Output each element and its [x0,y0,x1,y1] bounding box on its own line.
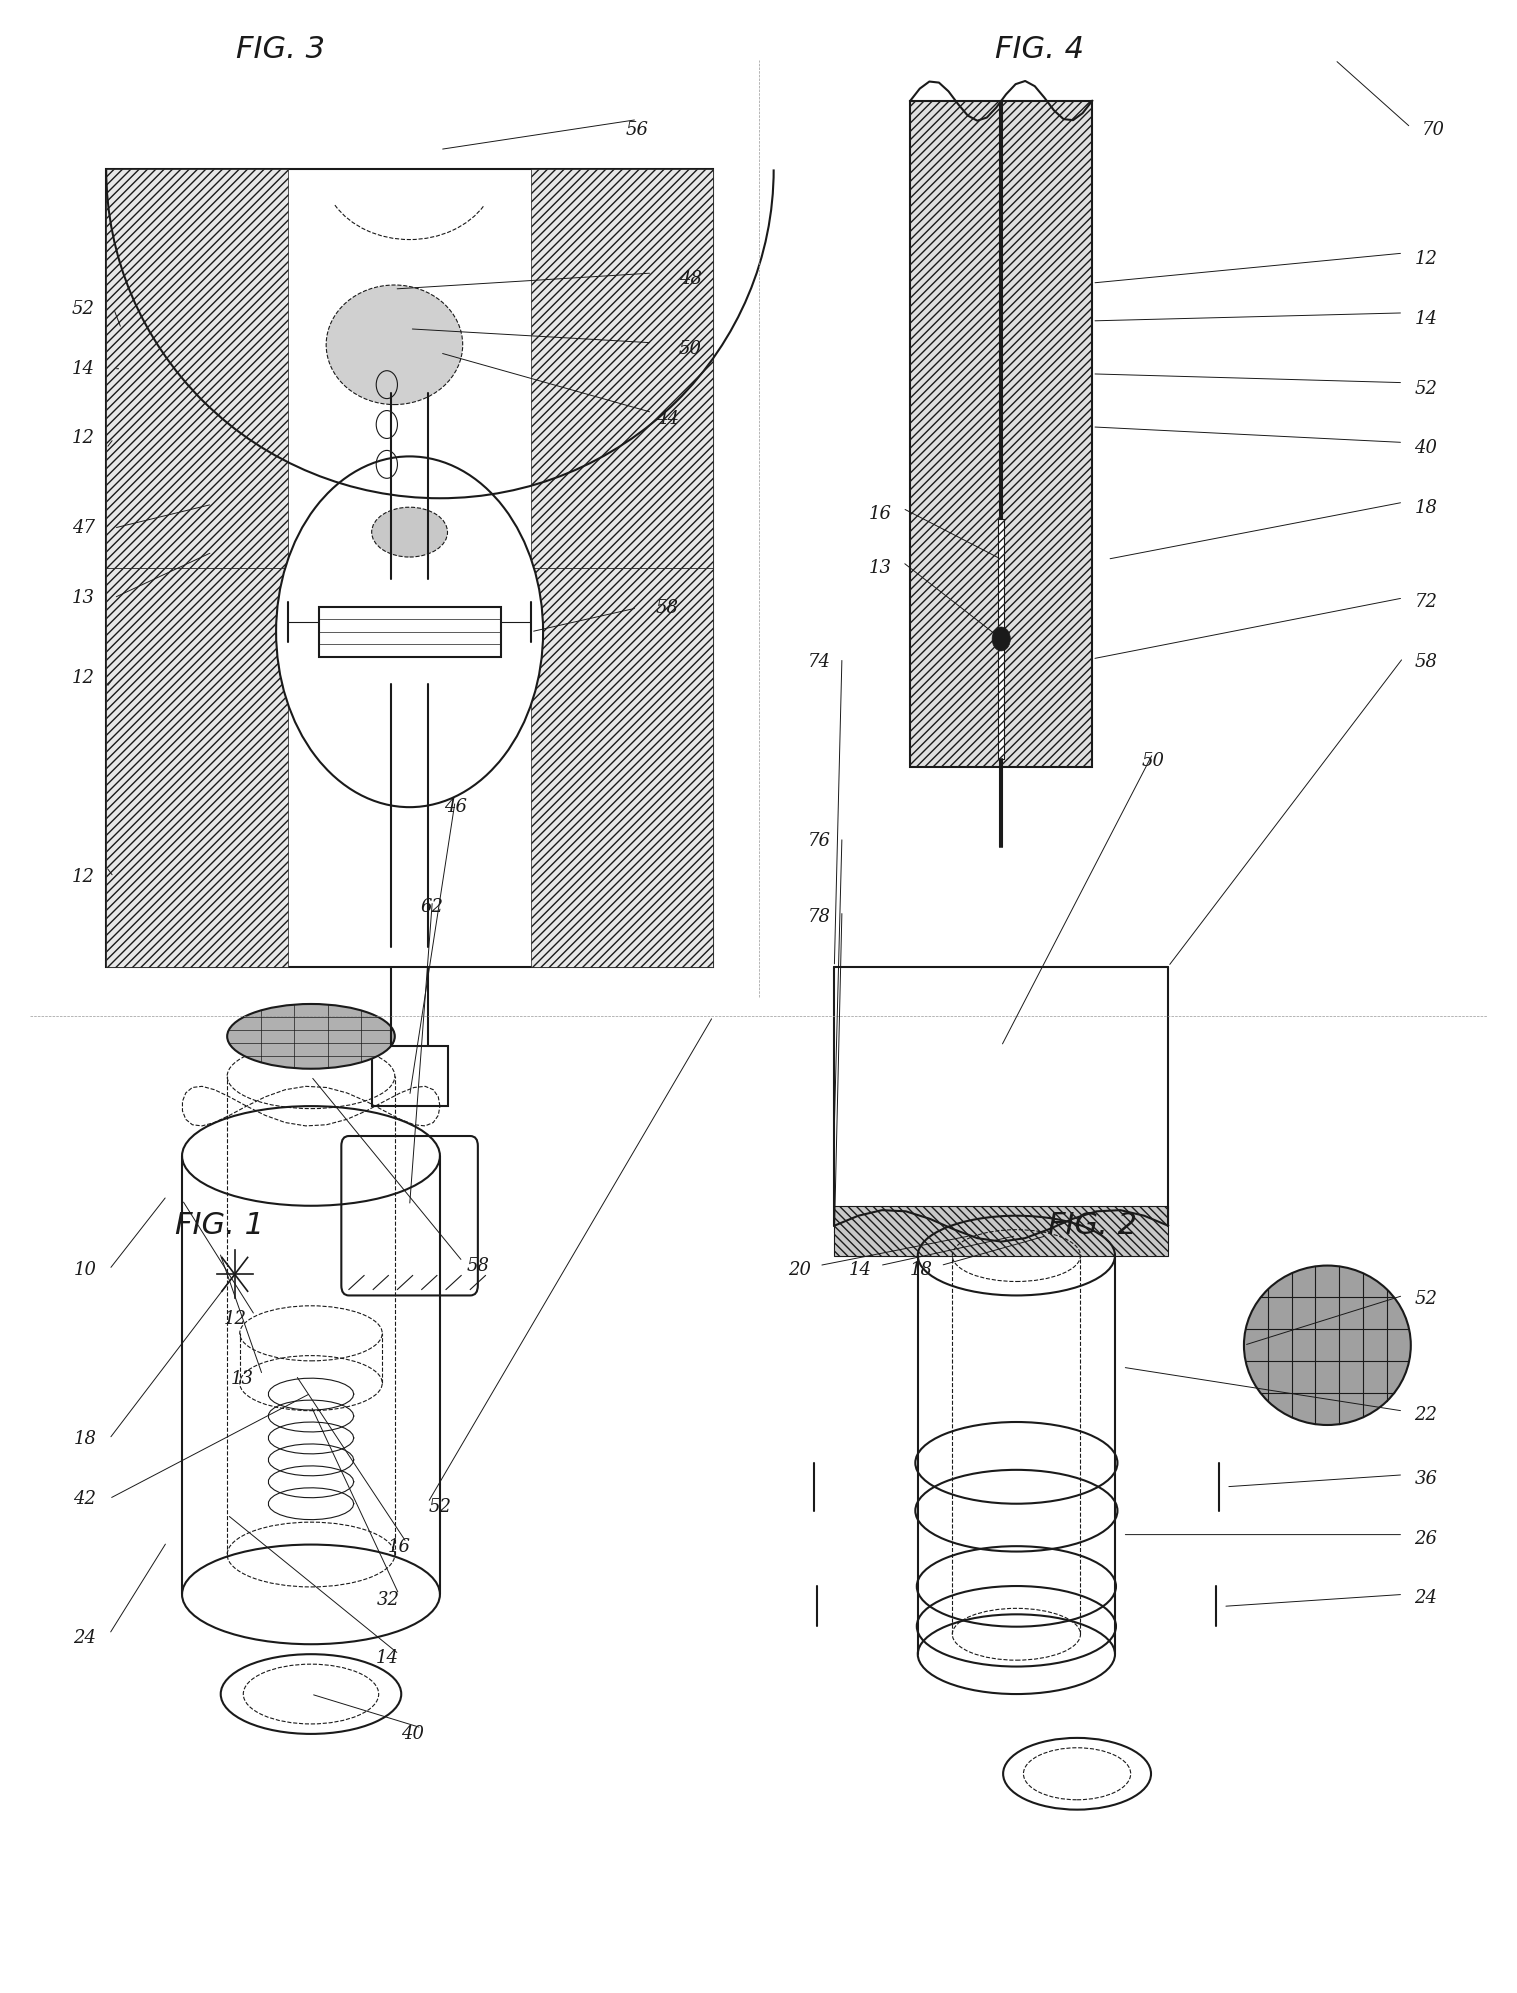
Bar [106,169,288,568]
Text: 14: 14 [71,359,96,379]
Text: 16: 16 [868,504,892,524]
Text: 18: 18 [1414,498,1438,518]
Text: 52: 52 [1414,379,1438,399]
Text: 14: 14 [375,1648,399,1668]
Text: 52: 52 [1414,1289,1438,1309]
Text: 47: 47 [71,518,96,538]
Text: 50: 50 [678,339,702,359]
Text: 70: 70 [1421,120,1446,140]
Bar [319,606,501,658]
Text: 36: 36 [1414,1469,1438,1489]
Bar [531,568,713,967]
Bar [106,169,713,967]
Text: FIG. 3: FIG. 3 [237,36,325,64]
Bar [1001,102,1092,767]
Text: FIG. 4: FIG. 4 [995,36,1083,64]
Text: 13: 13 [868,558,892,578]
Text: 20: 20 [787,1260,812,1280]
Ellipse shape [1244,1266,1411,1425]
Text: 58: 58 [466,1256,490,1276]
Text: 13: 13 [231,1369,255,1389]
Text: 12: 12 [71,668,96,688]
Text: 18: 18 [73,1429,97,1449]
Ellipse shape [372,508,448,556]
Text: 40: 40 [1414,438,1438,458]
Text: 42: 42 [73,1489,97,1509]
Text: 52: 52 [71,299,96,319]
Text: 12: 12 [1414,249,1438,269]
Text: 48: 48 [678,269,702,289]
Circle shape [276,456,543,807]
Text: 18: 18 [909,1260,933,1280]
Ellipse shape [326,285,463,405]
Bar [998,520,1004,759]
Text: 14: 14 [848,1260,872,1280]
Text: 74: 74 [807,652,831,672]
Bar [998,520,1004,759]
FancyBboxPatch shape [341,1136,478,1295]
Text: 58: 58 [655,598,680,618]
Bar [106,568,288,967]
Text: 56: 56 [625,120,649,140]
Text: 52: 52 [428,1497,452,1517]
Ellipse shape [918,1614,1115,1694]
Text: 46: 46 [443,797,467,817]
Text: 24: 24 [73,1628,97,1648]
Text: 12: 12 [71,428,96,448]
Text: 40: 40 [400,1724,425,1744]
Text: 24: 24 [1414,1588,1438,1608]
Text: 44: 44 [655,409,680,428]
Text: 78: 78 [807,907,831,927]
Text: FIG. 1: FIG. 1 [176,1212,264,1240]
Ellipse shape [228,1004,394,1068]
Text: 50: 50 [1141,751,1165,771]
Text: 72: 72 [1414,592,1438,612]
Ellipse shape [182,1545,440,1644]
Text: 14: 14 [1414,309,1438,329]
Bar [910,102,1001,767]
Bar [834,1206,1168,1256]
Text: 32: 32 [376,1590,400,1610]
Text: 16: 16 [387,1537,411,1557]
Text: 13: 13 [71,588,96,608]
Circle shape [992,628,1010,652]
Bar [372,1046,448,1106]
Text: 62: 62 [420,897,444,917]
Text: 58: 58 [1414,652,1438,672]
Text: 12: 12 [223,1309,247,1329]
Text: 26: 26 [1414,1529,1438,1549]
Text: 76: 76 [807,831,831,851]
Text: 12: 12 [71,867,96,887]
Text: FIG. 2: FIG. 2 [1048,1212,1136,1240]
Text: 22: 22 [1414,1405,1438,1425]
Bar [531,169,713,568]
Text: 10: 10 [73,1260,97,1280]
